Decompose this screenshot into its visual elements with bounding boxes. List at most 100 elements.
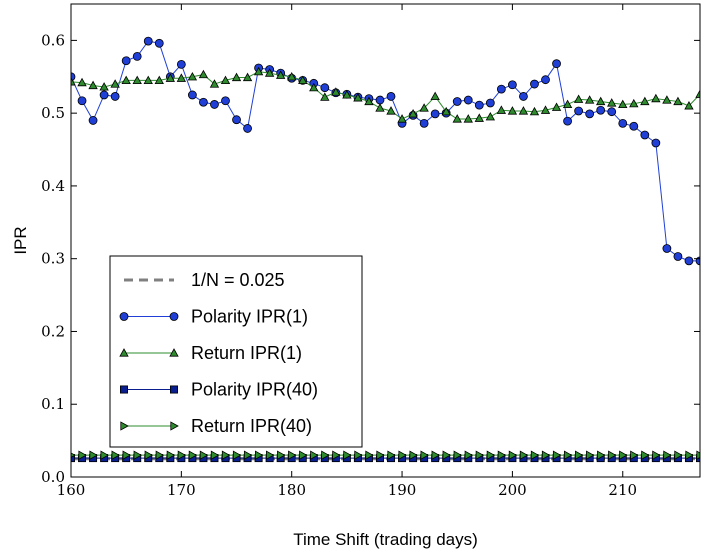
series-1-point	[651, 138, 661, 148]
series-1-point	[585, 109, 595, 119]
series-4-point	[608, 450, 617, 460]
series-1-point	[519, 92, 528, 101]
series-1-point	[496, 84, 506, 94]
legend-marker-start-4	[120, 421, 129, 431]
series-4-point	[475, 450, 485, 460]
series-2-point	[176, 73, 187, 82]
series-4-point	[243, 450, 253, 460]
series-4-point	[431, 450, 440, 460]
series-2-point	[375, 103, 385, 112]
series-2-point	[452, 114, 462, 123]
series-4-point	[188, 450, 198, 460]
x-tick-label: 160	[57, 481, 86, 499]
series-1-point	[110, 92, 120, 101]
series-4-point	[100, 450, 109, 460]
series-2-point	[573, 94, 584, 103]
series-2-point	[209, 79, 220, 88]
legend-label-2: Return IPR(1)	[191, 343, 302, 363]
series-1-point	[607, 107, 617, 117]
series-1-point	[485, 98, 495, 108]
series-4-point	[530, 450, 540, 460]
legend-marker-end-1	[169, 312, 179, 321]
series-2-point	[507, 106, 518, 115]
x-tick-label: 190	[388, 481, 417, 499]
x-tick-label: 180	[277, 481, 306, 499]
series-4-point	[575, 450, 584, 460]
series-1-point	[71, 72, 76, 82]
series-2-point	[165, 73, 175, 82]
series-4-point	[398, 450, 407, 460]
series-1-point	[143, 36, 153, 46]
series-4-point	[177, 450, 187, 460]
series-4-point	[232, 450, 242, 460]
y-axis-label: IPR	[11, 226, 30, 254]
series-1-point	[430, 109, 440, 119]
series-2-point	[596, 96, 606, 106]
series-4-point	[453, 450, 463, 460]
series-4-point	[89, 450, 98, 460]
ticks-layer: 160 170 180 190 200 210 0.0 0.1 0.2 0.3 0.4 0.5 0.6	[41, 4, 700, 499]
series-2-point	[342, 90, 352, 99]
series-1-point	[541, 75, 550, 85]
series-4-point	[376, 450, 385, 460]
series-1-point	[662, 244, 672, 253]
series-4-point	[663, 450, 672, 460]
series-4-point	[321, 450, 330, 460]
series-4-point	[420, 450, 429, 460]
series-4-point	[332, 450, 341, 460]
series-1-point	[320, 83, 330, 93]
series-2-point	[562, 99, 573, 109]
series-4-point	[586, 450, 595, 460]
series-layer	[71, 36, 700, 463]
series-4-point	[464, 450, 474, 460]
series-1-point	[640, 130, 650, 140]
series-line-2	[71, 71, 700, 120]
series-2-point	[551, 102, 562, 111]
series-1-point	[463, 95, 473, 105]
series-2-point	[353, 93, 363, 102]
series-4-point	[266, 450, 275, 460]
legend-box	[109, 255, 363, 448]
series-4-point	[199, 450, 209, 460]
y-tick-label: 0.2	[41, 322, 65, 340]
series-4-point	[155, 450, 165, 460]
legend-label-4: Return IPR(40)	[191, 416, 312, 436]
series-2-point	[110, 79, 120, 88]
series-4-point	[277, 450, 286, 460]
series-4-point	[122, 450, 131, 460]
series-1-point	[452, 97, 462, 106]
series-2-point	[408, 109, 418, 118]
series-2-point	[143, 75, 153, 85]
x-axis-label: Time Shift (trading days)	[293, 530, 478, 549]
series-1-point	[77, 96, 87, 106]
series-1-point	[684, 256, 694, 266]
series-2-point	[242, 72, 253, 82]
series-4-point	[354, 450, 363, 460]
series-1-point	[552, 59, 561, 69]
series-1-point	[88, 116, 98, 125]
series-4-point	[254, 450, 264, 460]
y-tick-label: 0.4	[41, 177, 65, 195]
series-2-point	[187, 71, 198, 81]
series-2-point	[198, 69, 209, 79]
series-1-point	[99, 90, 109, 100]
series-4-point	[210, 450, 220, 460]
series-2-point	[309, 82, 319, 92]
series-line-1	[71, 40, 700, 262]
series-1-point	[508, 80, 517, 90]
series-1-point	[695, 256, 700, 266]
series-2-point	[99, 82, 109, 91]
series-1-point	[673, 252, 683, 261]
series-1-point	[574, 106, 584, 116]
series-2-point	[364, 96, 374, 106]
series-4-point	[563, 450, 573, 460]
series-4-point	[541, 450, 551, 460]
series-4-point	[497, 450, 507, 460]
series-2-point	[540, 105, 551, 114]
series-4-point	[519, 450, 529, 460]
series-2-point	[640, 96, 650, 106]
series-4-point	[166, 450, 176, 460]
series-1-point	[243, 124, 252, 133]
y-tick-label: 0.6	[41, 31, 65, 49]
series-4-point	[552, 450, 562, 460]
